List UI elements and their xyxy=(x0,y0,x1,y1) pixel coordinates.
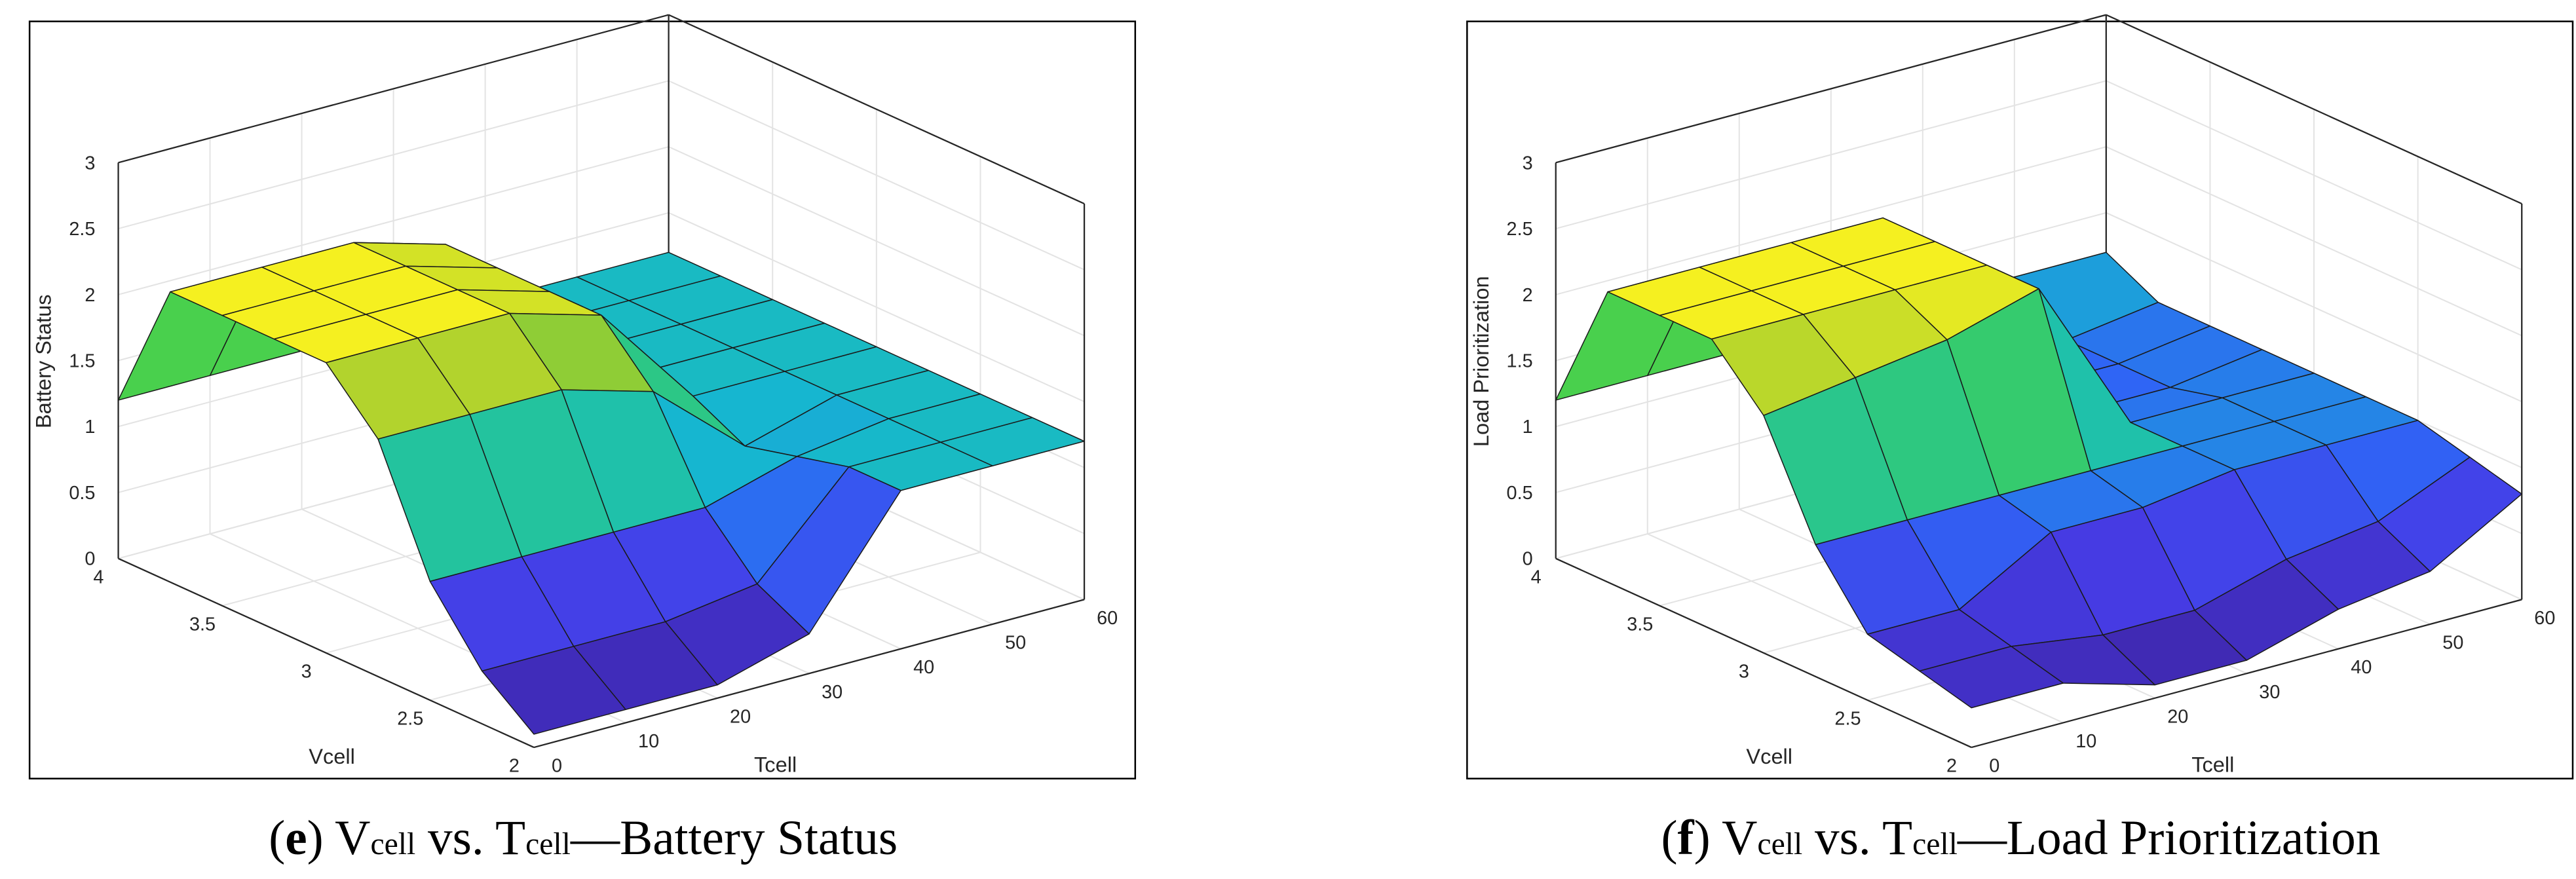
x-tick-label: 40 xyxy=(2351,657,2372,678)
x-tick-label: 60 xyxy=(2534,608,2555,629)
caption-part: ) V xyxy=(1694,811,1758,865)
z-tick-label: 1.5 xyxy=(69,351,95,372)
z-tick-label: 2.5 xyxy=(69,219,95,240)
axes-box xyxy=(28,20,1137,779)
x-tick-label: 20 xyxy=(730,706,751,727)
caption-part: ) V xyxy=(307,811,371,865)
axis-line xyxy=(1555,14,2107,164)
caption-part: ( xyxy=(1661,811,1677,865)
caption-part: vs. T xyxy=(415,811,525,865)
y-tick-label: 2 xyxy=(1946,756,1957,777)
caption: (f) Vcell vs. Tcell—Load Prioritization xyxy=(1661,811,2380,865)
z-tick-label: 0.5 xyxy=(1507,483,1533,504)
caption-part: ( xyxy=(269,811,285,865)
grid-line xyxy=(1555,80,2107,230)
x-tick-label: 30 xyxy=(822,682,843,703)
caption-part: cell xyxy=(370,827,415,861)
caption: (e) Vcell vs. Tcell—Battery Status xyxy=(269,811,898,865)
z-tick-label: 0.5 xyxy=(69,483,95,504)
x-tick-label: 60 xyxy=(1097,608,1118,629)
grid-line xyxy=(1555,146,2107,295)
caption-part: cell xyxy=(1912,827,1958,861)
x-tick-label: 40 xyxy=(913,657,934,678)
caption-part: cell xyxy=(525,827,571,861)
caption-part: cell xyxy=(1757,827,1802,861)
caption-part: e xyxy=(285,811,307,865)
y-tick-label: 2.5 xyxy=(397,709,423,730)
grid-line xyxy=(2106,80,2522,271)
grid-line xyxy=(668,212,1085,403)
z-tick-label: 2 xyxy=(1523,285,1533,306)
z-tick-label: 0 xyxy=(1523,549,1533,570)
grid-line xyxy=(668,146,1085,337)
axis-line xyxy=(668,14,1085,205)
y-tick-label: 2.5 xyxy=(1834,709,1861,730)
axis-line xyxy=(118,14,669,164)
caption-part: vs. T xyxy=(1802,811,1912,865)
y-axis-label: Vcell xyxy=(1746,744,1792,768)
z-tick-label: 1.5 xyxy=(1507,351,1533,372)
x-tick-label: 50 xyxy=(2442,633,2463,654)
caption-part: f xyxy=(1678,811,1695,865)
x-tick-label: 30 xyxy=(2259,682,2280,703)
axis-line xyxy=(1555,557,1972,749)
y-tick-label: 3 xyxy=(301,661,312,682)
y-tick-label: 3.5 xyxy=(189,614,216,635)
x-tick-label: 0 xyxy=(1989,756,1999,777)
z-tick-label: 2 xyxy=(85,285,95,306)
surface-patch xyxy=(481,646,626,735)
axis-line xyxy=(2106,14,2522,205)
x-axis-label: Tcell xyxy=(754,753,797,777)
axis-line xyxy=(118,557,535,749)
axis-line xyxy=(1971,599,2522,749)
z-tick-label: 3 xyxy=(85,153,95,174)
y-axis-label: Vcell xyxy=(309,744,355,768)
y-tick-label: 2 xyxy=(509,756,520,777)
axis-line xyxy=(533,599,1085,749)
grid-line xyxy=(118,146,669,295)
z-axis-label: Load Prioritization xyxy=(1469,276,1493,447)
y-tick-label: 3 xyxy=(1739,661,1749,682)
surface-patch xyxy=(1919,646,2064,709)
axes-box xyxy=(1466,20,2574,779)
grid-line xyxy=(118,80,669,230)
z-tick-label: 1 xyxy=(1523,417,1533,438)
y-tick-label: 4 xyxy=(1531,567,1542,588)
z-tick-label: 2.5 xyxy=(1507,219,1533,240)
x-tick-label: 10 xyxy=(638,731,659,752)
y-tick-label: 4 xyxy=(93,567,104,588)
z-tick-label: 1 xyxy=(85,417,95,438)
x-tick-label: 0 xyxy=(552,756,562,777)
z-axis-label: Battery Status xyxy=(31,294,56,428)
x-tick-label: 20 xyxy=(2167,706,2188,727)
x-tick-label: 10 xyxy=(2075,731,2096,752)
x-tick-label: 50 xyxy=(1005,633,1026,654)
z-tick-label: 3 xyxy=(1523,153,1533,174)
grid-line xyxy=(668,80,1085,271)
caption-part: —Load Prioritization xyxy=(1957,811,2381,865)
x-axis-label: Tcell xyxy=(2191,753,2234,777)
grid-line xyxy=(2106,146,2522,337)
y-tick-label: 3.5 xyxy=(1627,614,1653,635)
caption-part: —Battery Status xyxy=(570,811,898,865)
z-tick-label: 0 xyxy=(85,549,95,570)
grid-line xyxy=(2106,212,2522,403)
